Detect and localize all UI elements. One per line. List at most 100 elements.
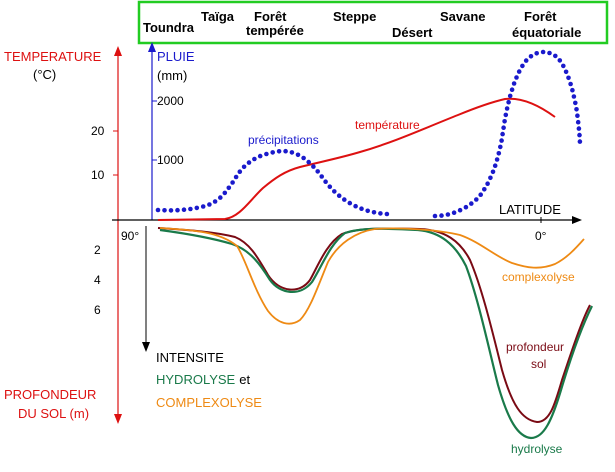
- rain-dot: [347, 200, 353, 206]
- rain-dot: [501, 125, 506, 130]
- zone-foret-temperee-line1: Forêt: [254, 9, 287, 24]
- rain-dot: [336, 193, 342, 198]
- rain-dot: [507, 93, 513, 99]
- zone-foret-equatoriale-line2: équatoriale: [512, 25, 581, 40]
- depth-tick-label-4: 4: [94, 273, 101, 287]
- rain-axis-unit: (mm): [157, 68, 187, 83]
- zone-steppe: Steppe: [333, 9, 376, 24]
- rain-dot: [230, 180, 235, 185]
- rain-dot: [469, 201, 474, 206]
- zone-toundra: Toundra: [143, 20, 195, 35]
- rain-dot: [563, 69, 569, 75]
- rain-dot: [577, 139, 583, 144]
- rain-axis-arrow: [148, 42, 156, 52]
- rain-dot: [233, 174, 239, 180]
- rain-dot: [570, 87, 575, 93]
- rain-dot: [439, 213, 444, 218]
- rain-dot: [200, 204, 206, 209]
- rain-dot: [323, 179, 328, 184]
- rain-dot: [520, 63, 525, 69]
- rain-dot: [576, 126, 582, 131]
- rain-dot: [181, 207, 187, 212]
- rain-dot: [306, 159, 312, 165]
- rain-dot: [207, 202, 212, 207]
- rain-dot: [478, 192, 484, 197]
- rain-dot: [194, 205, 200, 211]
- rain-dot: [301, 155, 306, 161]
- zone-savane: Savane: [440, 9, 486, 24]
- rain-dot: [511, 81, 517, 86]
- rain-dot: [488, 175, 493, 181]
- rain-dot: [504, 106, 510, 111]
- latitude-0-label: 0°: [535, 229, 547, 243]
- complexolyse-curve: [159, 227, 585, 325]
- precipitations-label: précipitations: [248, 133, 319, 147]
- rain-dot: [226, 185, 232, 191]
- rain-dot: [212, 199, 218, 204]
- rain-dot: [553, 53, 558, 59]
- rain-dot: [295, 152, 301, 158]
- temperature-tick-label-20: 20: [91, 124, 105, 138]
- rain-axis-label: PLUIE: [157, 49, 195, 64]
- zone-foret-temperee-line2: tempérée: [246, 23, 304, 38]
- rain-dot: [492, 163, 498, 168]
- rain-dot: [445, 212, 451, 217]
- profondeur-curve-label-line2: sol: [531, 357, 546, 371]
- rain-dot: [353, 203, 358, 209]
- latitude-axis-arrow: [572, 216, 582, 224]
- temperature-axis-arrow-up: [114, 46, 122, 56]
- rain-dot: [490, 169, 496, 175]
- rain-dot: [168, 208, 174, 213]
- legend-et-word: et: [239, 372, 250, 387]
- zone-desert: Désert: [392, 25, 433, 40]
- rain-dot: [457, 207, 463, 213]
- hydrolyse-legend-word: HYDROLYSE: [156, 372, 236, 387]
- hydrolyse-legend-label: HYDROLYSE et: [156, 372, 250, 387]
- rain-dot: [523, 58, 529, 63]
- rain-dot: [499, 138, 504, 143]
- zone-taiga: Taïga: [201, 9, 235, 24]
- rain-dot: [528, 54, 534, 59]
- rain-dot: [494, 157, 500, 162]
- rain-dot: [241, 164, 247, 170]
- rain-dot: [474, 197, 479, 202]
- rain-dot: [252, 156, 257, 162]
- rain-dot: [561, 63, 566, 69]
- profondeur-sol-curve: [157, 227, 591, 424]
- intensite-label: INTENSITE: [156, 350, 224, 365]
- rain-dot: [575, 119, 581, 125]
- rain-dot: [315, 169, 321, 174]
- temperature-axis-unit: (°C): [33, 67, 56, 82]
- rain-dot: [327, 184, 333, 189]
- rain-tick-label-1000: 1000: [157, 153, 184, 167]
- rain-dot: [509, 87, 515, 92]
- rain-dot: [257, 153, 263, 159]
- rain-dot: [514, 75, 519, 80]
- hydrolyse-curve: [159, 227, 593, 440]
- profondeur-curve-label-line1: profondeur: [506, 340, 564, 354]
- rain-dot: [342, 197, 347, 202]
- rain-dot: [547, 50, 552, 56]
- complexolyse-curve-label: complexolyse: [502, 270, 575, 284]
- depth-axis-arrow-down: [114, 414, 122, 424]
- rain-dot: [498, 144, 503, 150]
- rain-dot: [222, 190, 228, 196]
- rain-dot: [270, 150, 276, 155]
- rain-dot: [540, 49, 546, 55]
- depth-axis-label-line1: PROFONDEUR: [4, 387, 96, 402]
- rain-curve-path-2: [435, 52, 580, 216]
- rain-tick-label-2000: 2000: [157, 94, 184, 108]
- rain-dot: [496, 151, 502, 156]
- latitude-axis-label: LATITUDE: [499, 202, 561, 217]
- rain-dot: [577, 132, 582, 138]
- rain-dot: [365, 208, 371, 214]
- rain-dot: [155, 207, 161, 213]
- rain-dot: [276, 149, 282, 154]
- rain-dot: [575, 113, 580, 118]
- rain-dot: [485, 181, 490, 186]
- rain-dot: [246, 160, 252, 165]
- depth-axis-label-line2: DU SOL (m): [18, 406, 89, 421]
- depth-tick-label-6: 6: [94, 303, 101, 317]
- temperature-tick-label-10: 10: [91, 168, 105, 182]
